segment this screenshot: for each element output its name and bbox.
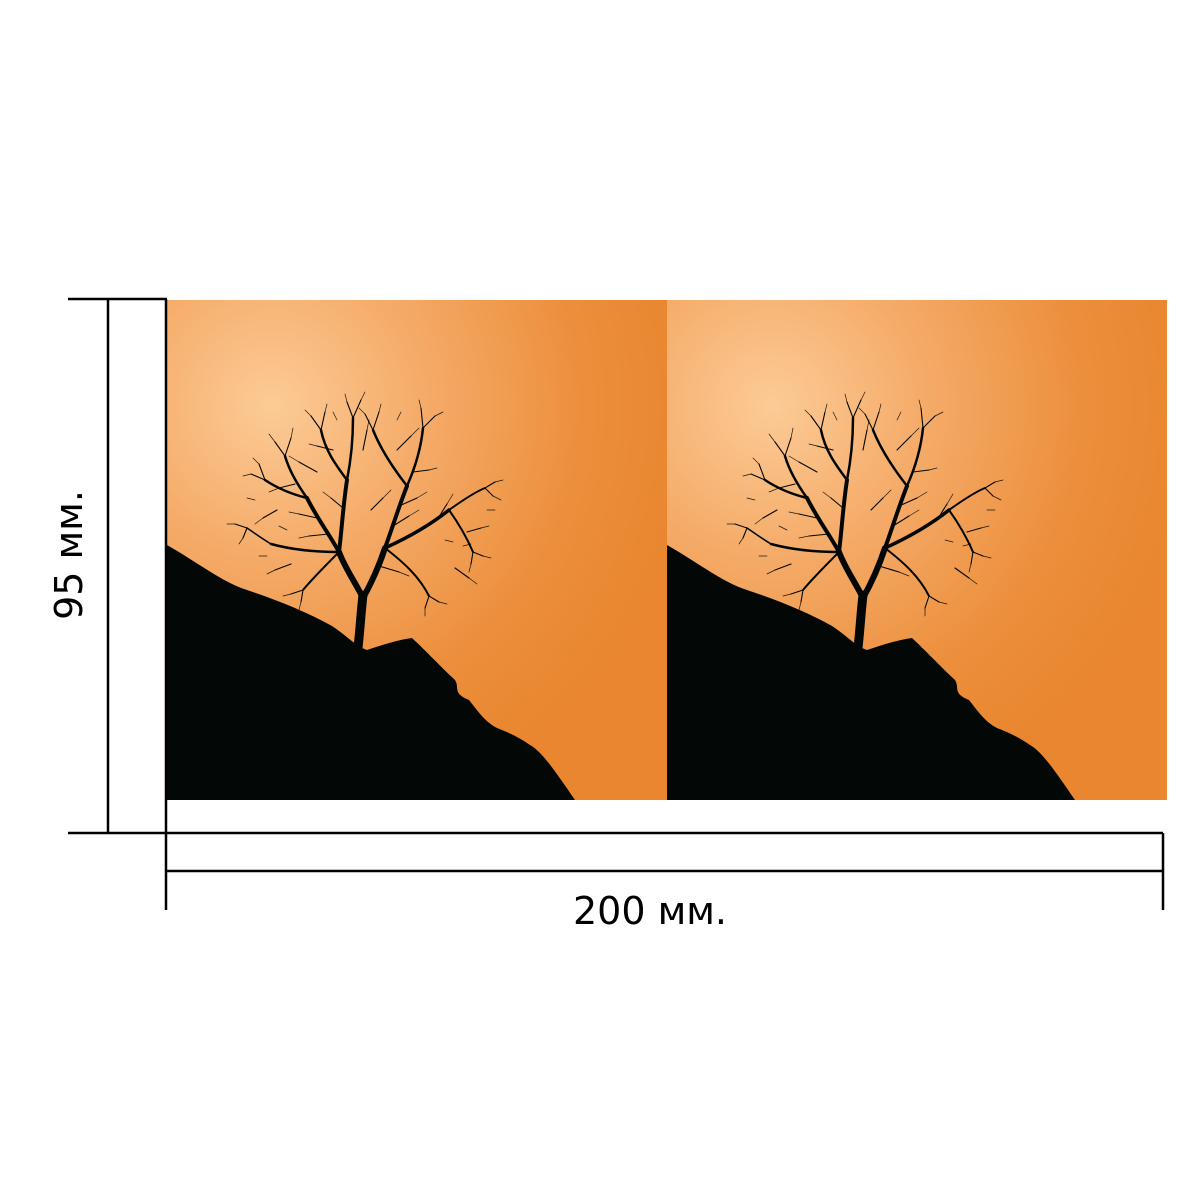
width-label: 200 мм. (573, 889, 727, 933)
height-dimension (68, 297, 168, 835)
right-panel (667, 300, 1167, 800)
left-panel (167, 300, 667, 800)
height-label: 95 мм. (47, 490, 91, 620)
width-dimension (164, 831, 1165, 910)
